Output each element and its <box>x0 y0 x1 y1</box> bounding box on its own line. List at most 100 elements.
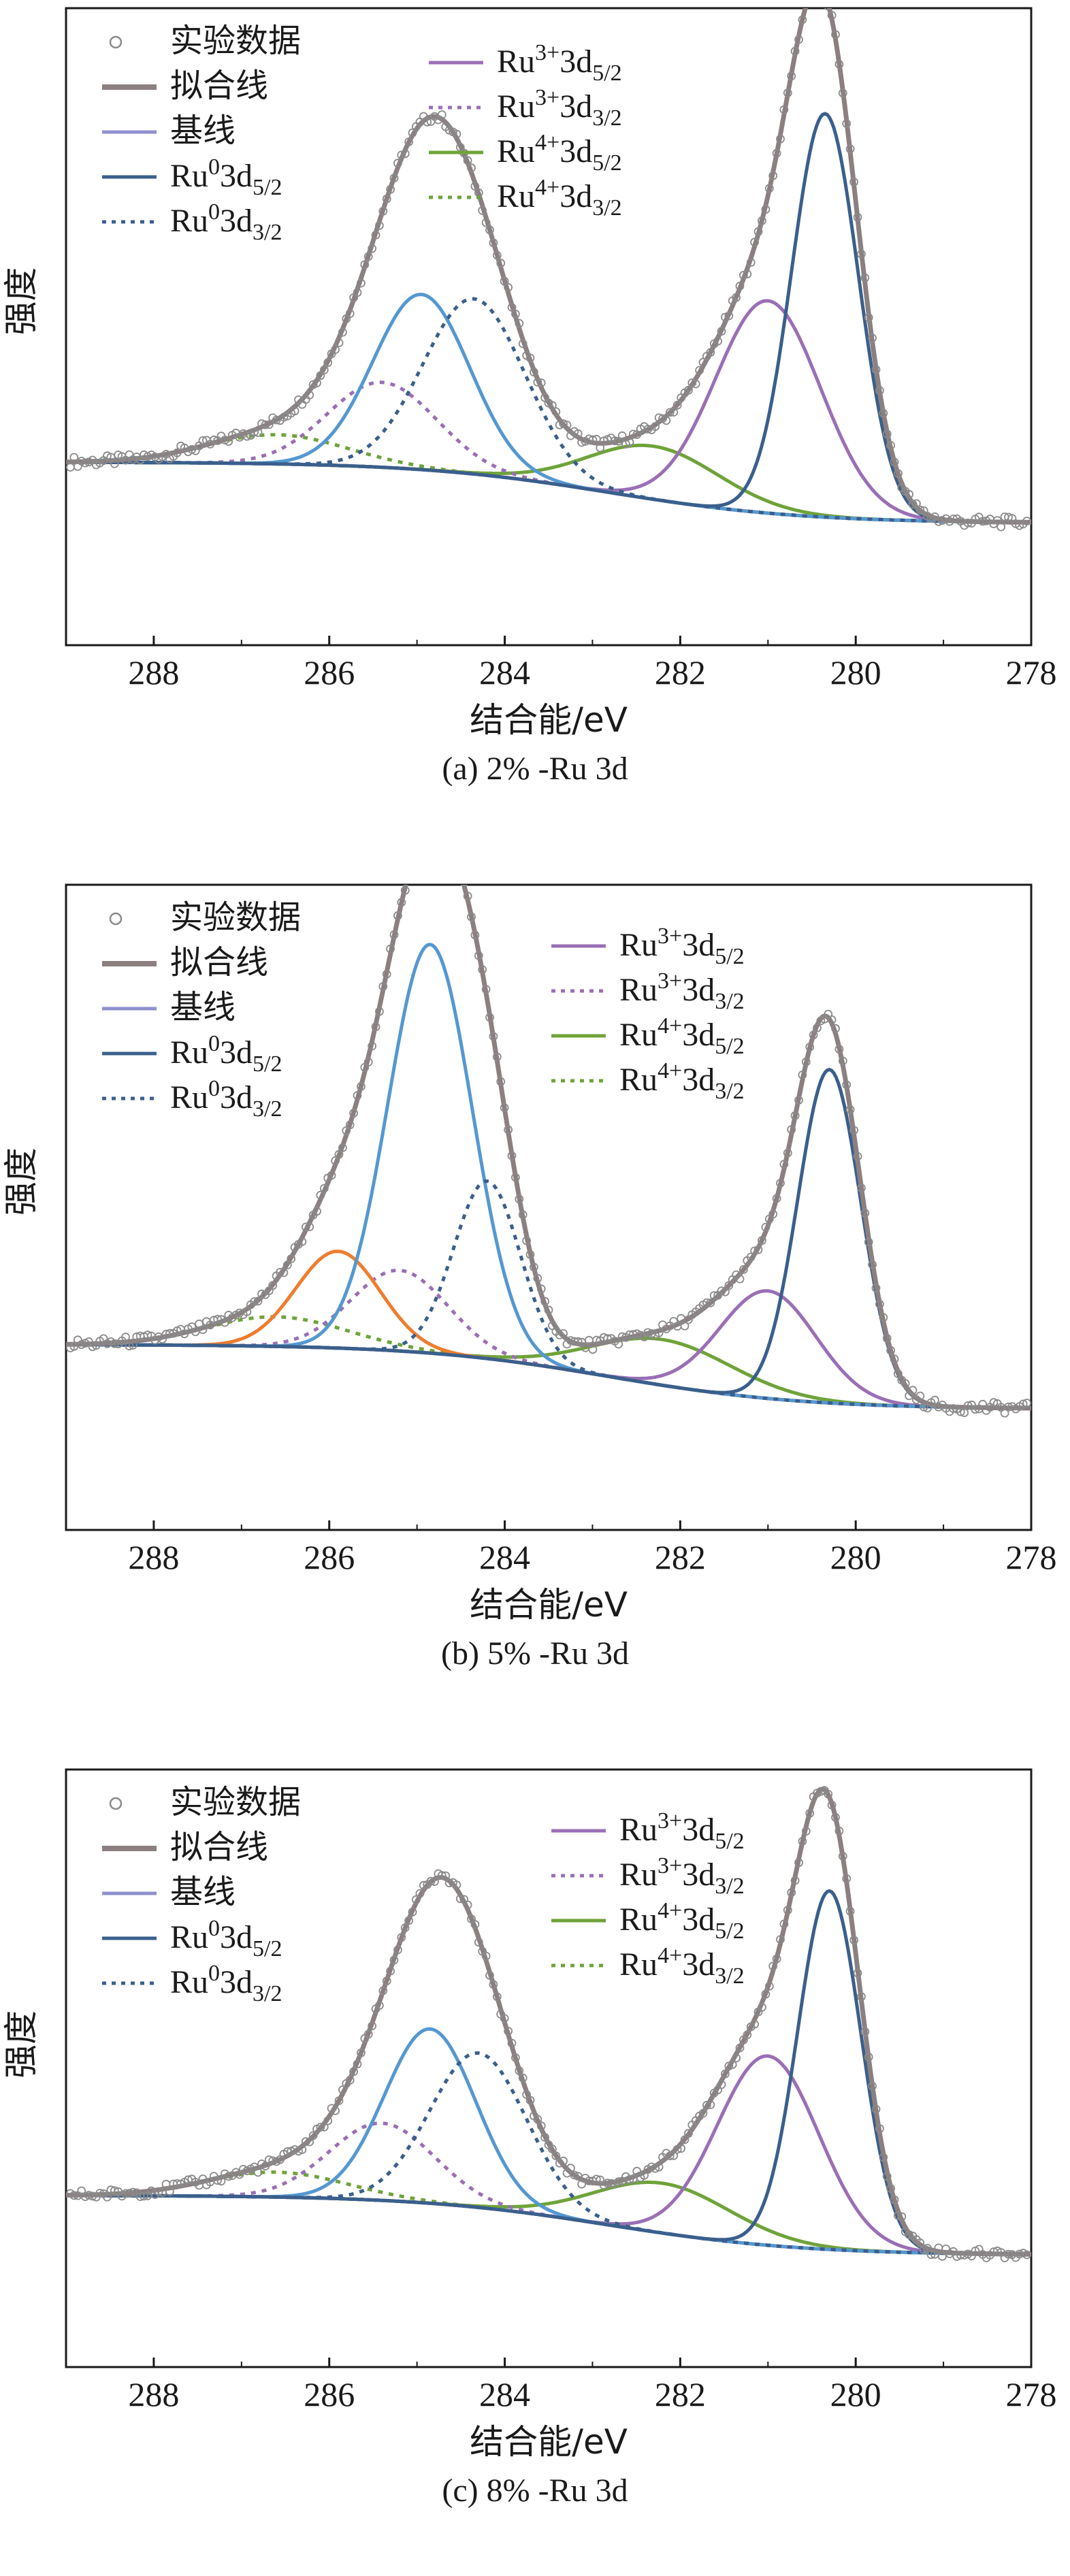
legend-marker-data <box>109 1797 123 1810</box>
data-point <box>504 282 513 292</box>
data-point <box>481 985 491 994</box>
data-point <box>824 8 832 11</box>
data-point <box>735 1274 745 1284</box>
data-point <box>397 1933 406 1942</box>
data-point <box>463 892 472 900</box>
data-point <box>890 1354 899 1364</box>
data-point <box>614 2177 623 2187</box>
legend-label-main: Ru <box>497 44 535 80</box>
data-point <box>669 2151 679 2160</box>
legend-label-sup: 0 <box>208 1076 220 1101</box>
plot-frame <box>65 7 1033 647</box>
x-tick-label: 286 <box>304 1538 355 1576</box>
data-point <box>533 378 542 387</box>
legend-label-sup: 4+ <box>535 130 560 155</box>
legend-label-main: Ru <box>619 1812 658 1848</box>
data-point <box>467 163 476 173</box>
data-point <box>504 1125 513 1135</box>
data-point <box>625 2174 634 2184</box>
legend-label-base: 基线 <box>170 1873 236 1911</box>
data-point <box>779 105 789 114</box>
data-point <box>949 1404 958 1413</box>
data-point <box>305 2137 314 2147</box>
data-point <box>750 2019 759 2029</box>
data-point <box>434 826 442 834</box>
legend-label-mid: 3d <box>220 1079 253 1115</box>
series-ru0-3d32 <box>66 297 1031 524</box>
data-point <box>431 818 438 826</box>
data-point <box>536 378 546 387</box>
legend-label-fit: 拟合线 <box>170 1828 268 1866</box>
data-point <box>345 1120 355 1130</box>
data-point <box>857 249 866 259</box>
data-point <box>312 1207 321 1216</box>
data-point <box>548 401 557 410</box>
data-point <box>1022 2250 1031 2260</box>
data-point <box>897 2212 907 2221</box>
data-point <box>776 1935 785 1944</box>
data-point <box>868 1260 877 1269</box>
data-point <box>397 150 406 160</box>
legend-label-mid: 3d <box>682 1857 715 1893</box>
data-point <box>540 1297 549 1306</box>
data-point <box>408 1907 417 1917</box>
legend-label-sup: 0 <box>208 1916 220 1941</box>
data-point <box>331 2106 340 2115</box>
series-fit <box>66 1787 1031 2257</box>
data-point <box>588 1345 598 1354</box>
data-point <box>489 1980 498 1989</box>
data-point <box>871 2104 881 2114</box>
data-point <box>776 134 785 144</box>
data-point <box>525 1250 535 1259</box>
legend-label-mid: 3d <box>682 1017 715 1053</box>
data-point <box>88 1342 97 1352</box>
data-point <box>919 1402 928 1412</box>
legend-label-sub: 5/2 <box>253 1936 282 1961</box>
data-point <box>371 1022 380 1032</box>
data-point <box>721 1287 730 1297</box>
data-point <box>327 1171 336 1180</box>
data-point <box>864 1237 873 1247</box>
x-tick-label: 282 <box>655 2375 706 2413</box>
data-point <box>849 1936 858 1945</box>
data-point <box>103 2192 112 2202</box>
data-point <box>338 1143 347 1152</box>
data-point <box>860 2027 870 2036</box>
data-point <box>400 885 410 895</box>
data-point <box>357 1082 366 1091</box>
data-point <box>798 1071 807 1079</box>
data-point <box>345 309 355 319</box>
data-point <box>455 1894 465 1904</box>
x-tick-label: 280 <box>830 653 881 691</box>
data-point <box>323 2116 333 2125</box>
data-point <box>758 2002 766 2012</box>
legend-label-sup: 3+ <box>658 1853 682 1878</box>
legend-label-mid: 3d <box>682 972 715 1008</box>
data-point <box>507 1151 517 1160</box>
data-point <box>706 348 715 357</box>
data-point <box>316 2123 325 2132</box>
panel-b: 288 286 284 282 280 278 结合能/eV 强度 (b) 5% -Ru 3d 实… <box>1 818 1057 1672</box>
data-point <box>279 412 289 422</box>
data-point <box>864 2052 873 2061</box>
data-point <box>470 1920 480 1929</box>
data-point <box>397 898 406 907</box>
data-point <box>758 216 766 225</box>
data-point <box>143 1331 152 1339</box>
data-point <box>389 174 399 183</box>
data-point <box>963 519 973 527</box>
data-point <box>768 1209 778 1219</box>
data-point <box>224 2172 233 2181</box>
data-point <box>739 270 748 280</box>
legend-label-main: Ru <box>619 1902 658 1938</box>
data-point <box>544 1305 553 1315</box>
data-point <box>1018 1399 1028 1409</box>
data-point <box>684 2129 693 2138</box>
data-point <box>687 378 697 387</box>
data-point <box>801 1057 811 1066</box>
legend-label-sub: 5/2 <box>715 1919 744 1944</box>
data-point <box>783 88 792 97</box>
legend-label-sub: 3/2 <box>715 989 744 1014</box>
legend-label-ru3_52: Ru3+3d5/2 <box>619 1808 745 1854</box>
data-point <box>551 2151 561 2161</box>
